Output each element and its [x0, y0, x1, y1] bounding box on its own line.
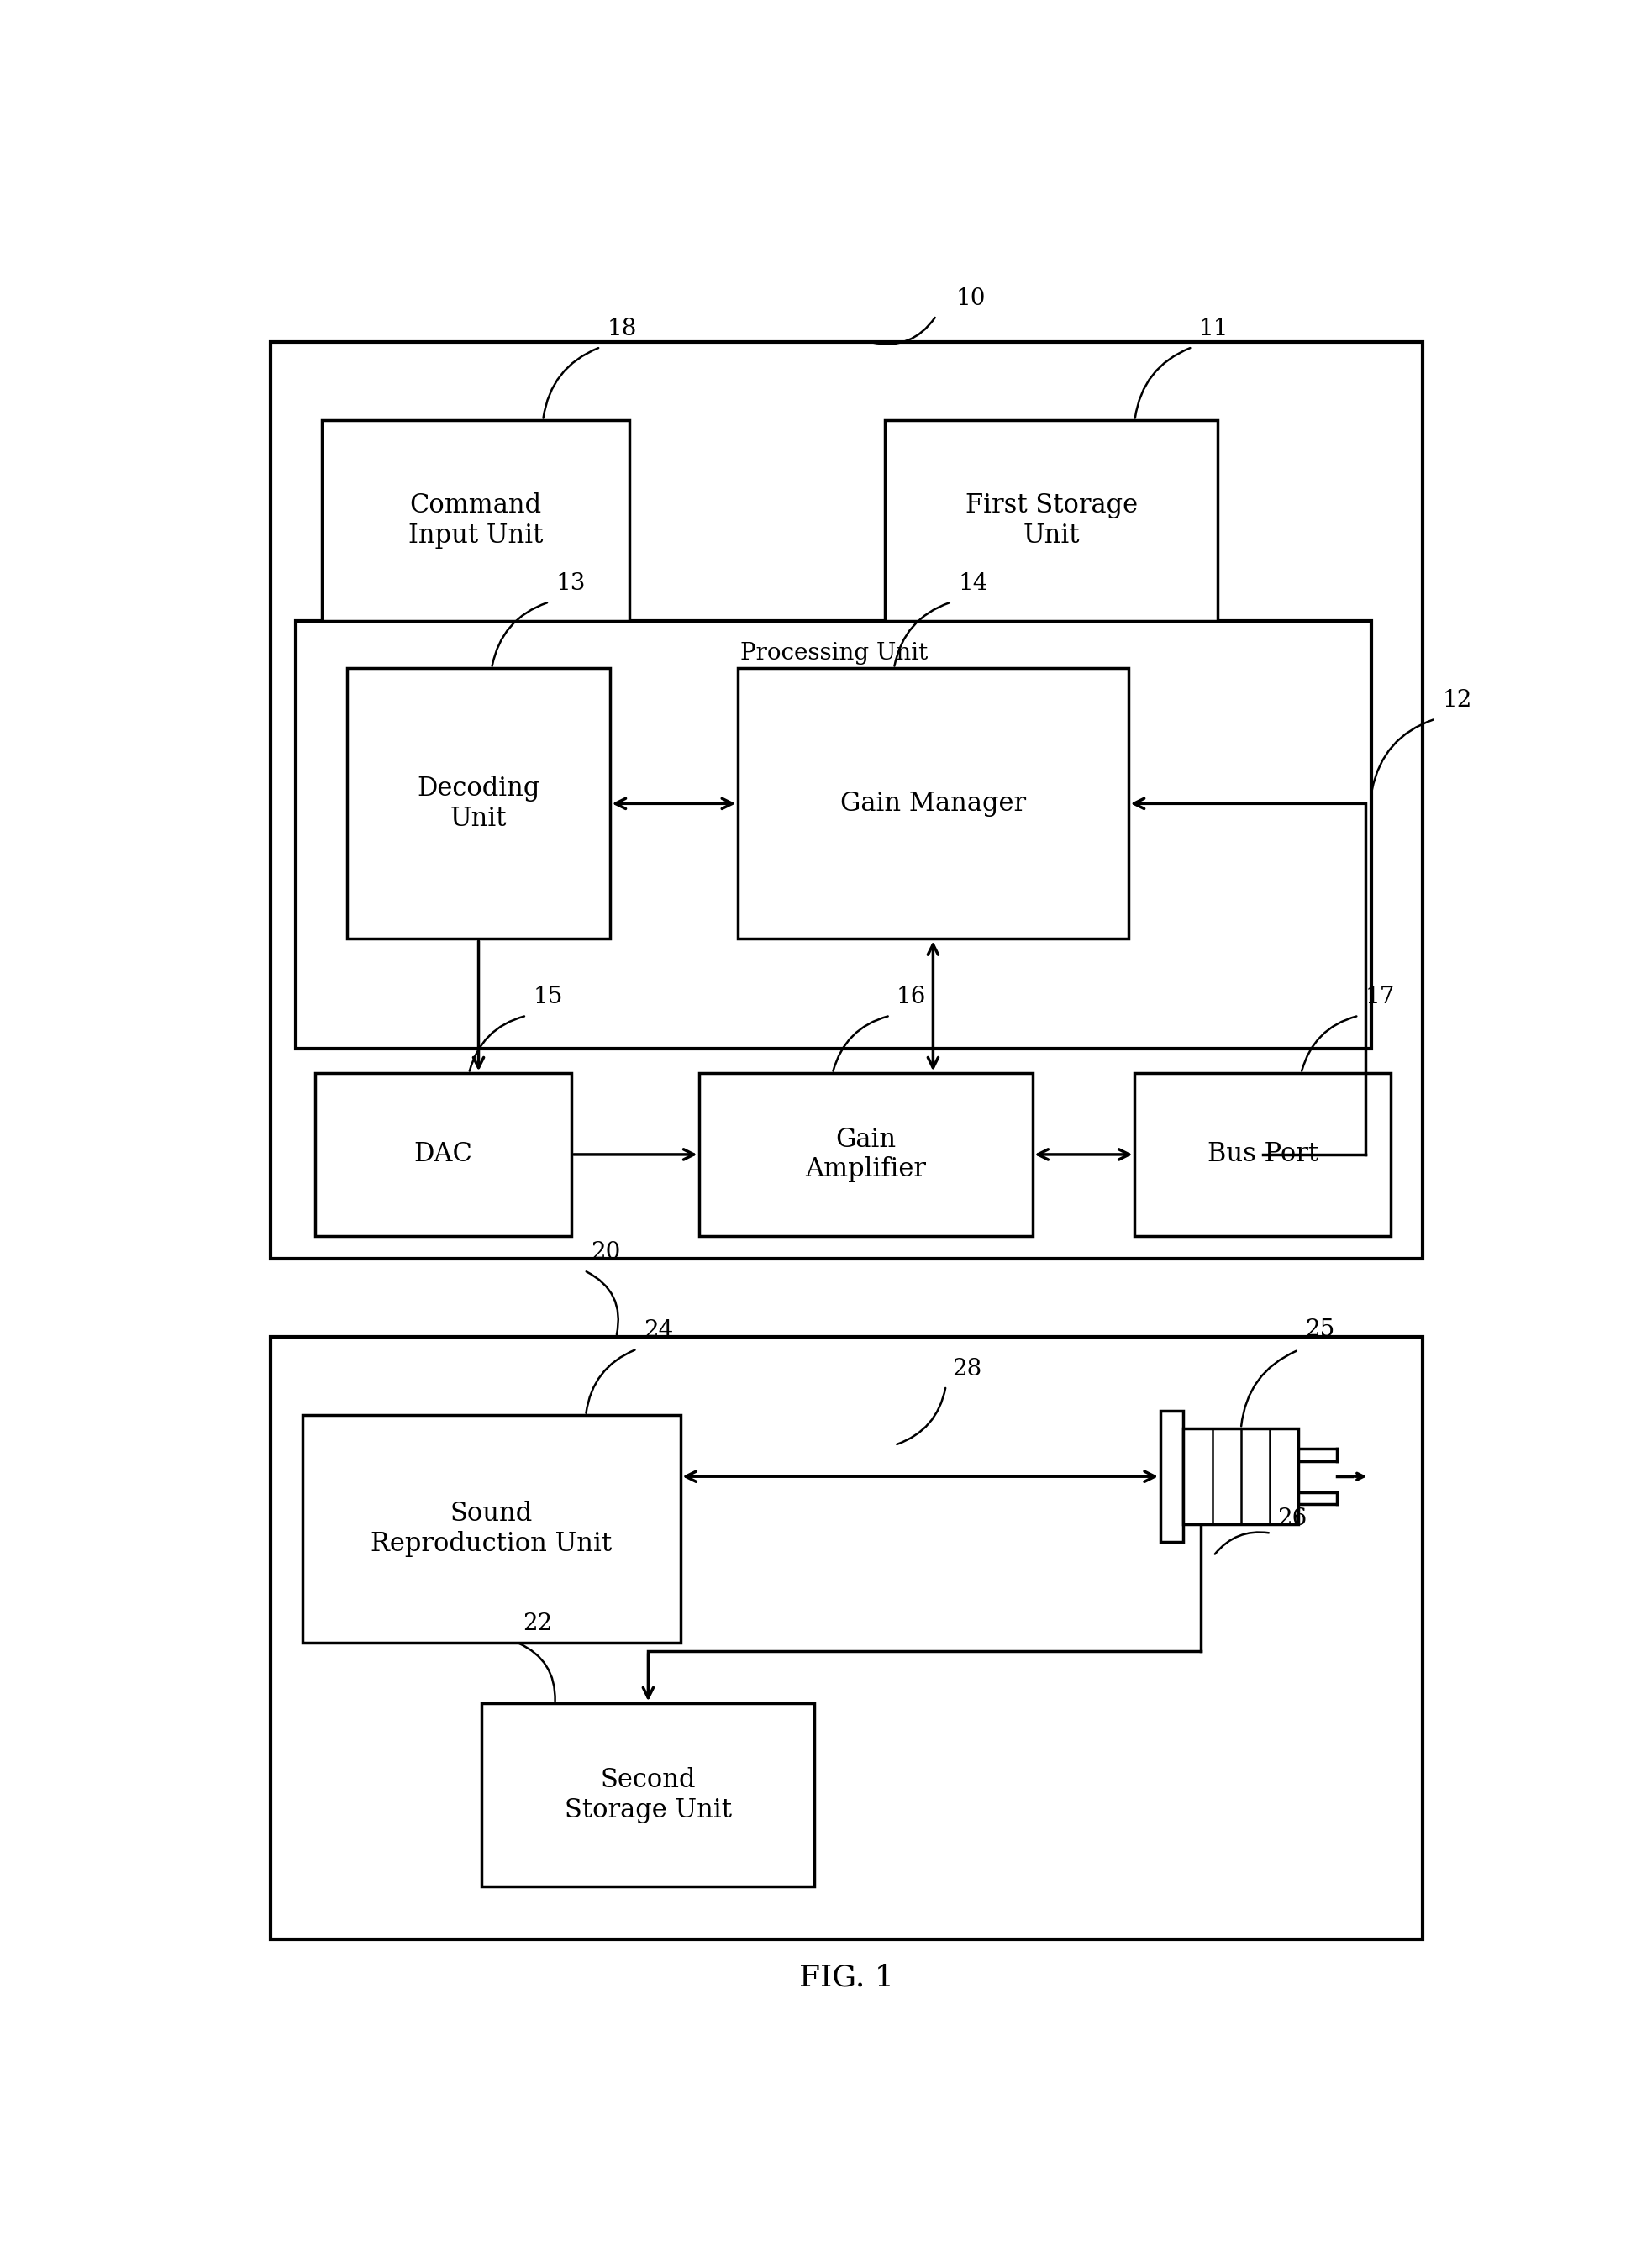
Text: Gain Manager: Gain Manager — [841, 791, 1026, 816]
FancyBboxPatch shape — [322, 419, 629, 621]
Text: Command
Input Unit: Command Input Unit — [408, 492, 544, 549]
Text: 17: 17 — [1365, 986, 1394, 1009]
Text: Processing Unit: Processing Unit — [740, 642, 928, 664]
Text: First Storage
Unit: First Storage Unit — [965, 492, 1138, 549]
FancyBboxPatch shape — [316, 1072, 572, 1236]
Text: 26: 26 — [1277, 1508, 1307, 1530]
Text: Sound
Reproduction Unit: Sound Reproduction Unit — [370, 1501, 611, 1557]
Text: 10: 10 — [955, 288, 985, 311]
Text: 12: 12 — [1442, 689, 1472, 712]
Text: 16: 16 — [897, 986, 927, 1009]
FancyBboxPatch shape — [1183, 1428, 1298, 1523]
Text: 13: 13 — [555, 571, 585, 594]
FancyBboxPatch shape — [885, 419, 1218, 621]
Text: Bus Port: Bus Port — [1208, 1140, 1318, 1168]
Text: 15: 15 — [534, 986, 563, 1009]
Text: 22: 22 — [524, 1612, 553, 1635]
FancyBboxPatch shape — [302, 1415, 681, 1641]
FancyBboxPatch shape — [482, 1703, 814, 1886]
Text: 25: 25 — [1305, 1319, 1335, 1342]
Text: 28: 28 — [952, 1358, 981, 1381]
FancyBboxPatch shape — [1135, 1072, 1391, 1236]
FancyBboxPatch shape — [347, 669, 610, 939]
Text: 18: 18 — [606, 317, 636, 340]
FancyBboxPatch shape — [699, 1072, 1032, 1236]
Text: 20: 20 — [591, 1240, 620, 1263]
FancyBboxPatch shape — [738, 669, 1128, 939]
Text: 14: 14 — [958, 571, 988, 594]
FancyBboxPatch shape — [1160, 1410, 1183, 1542]
Text: Decoding
Unit: Decoding Unit — [416, 775, 540, 832]
Text: Gain
Amplifier: Gain Amplifier — [806, 1127, 927, 1183]
Text: FIG. 1: FIG. 1 — [800, 1963, 894, 1990]
Text: Second
Storage Unit: Second Storage Unit — [565, 1766, 732, 1823]
Text: 24: 24 — [643, 1319, 672, 1342]
Text: DAC: DAC — [415, 1140, 472, 1168]
Text: 11: 11 — [1199, 317, 1229, 340]
